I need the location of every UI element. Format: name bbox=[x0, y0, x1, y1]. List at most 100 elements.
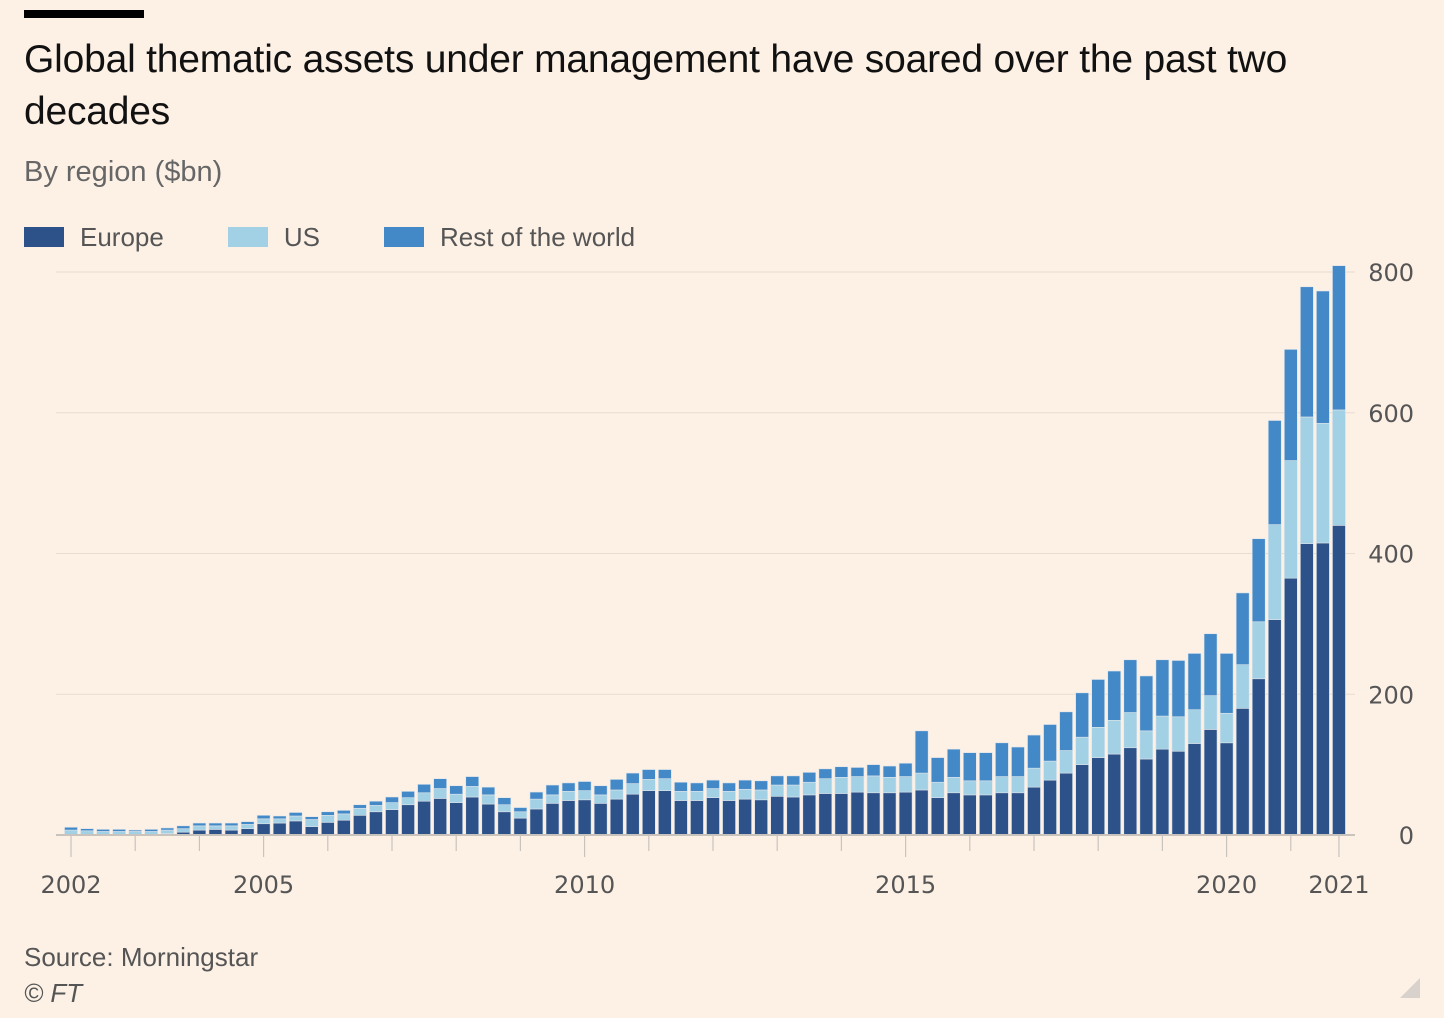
bar-segment-us bbox=[898, 776, 913, 793]
bar-segment-rest-of-the-world bbox=[1011, 746, 1025, 777]
bar-segment-europe bbox=[417, 800, 431, 836]
bar-segment-rest-of-the-world bbox=[979, 752, 993, 782]
bar-segment-rest-of-the-world bbox=[561, 782, 576, 792]
bar-segment-europe bbox=[641, 790, 656, 836]
bar-segment-rest-of-the-world bbox=[658, 769, 672, 779]
bar-segment-rest-of-the-world bbox=[754, 780, 768, 791]
bar-segment-us bbox=[674, 791, 688, 801]
bar-segment-rest-of-the-world bbox=[930, 757, 945, 783]
y-axis: 0 200 400 600 800 bbox=[1368, 259, 1414, 850]
bar-segment-rest-of-the-world bbox=[449, 785, 464, 795]
bar-segment-rest-of-the-world bbox=[160, 827, 175, 831]
bar-segment-rest-of-the-world bbox=[1171, 660, 1186, 718]
bar-segment-rest-of-the-world bbox=[1107, 670, 1122, 721]
bar-segment-rest-of-the-world bbox=[192, 822, 207, 827]
bar-segment-us bbox=[353, 807, 367, 816]
bar-segment-europe bbox=[786, 796, 801, 836]
bar-segment-us bbox=[144, 831, 159, 835]
bar-segment-europe bbox=[1235, 708, 1250, 836]
bar-segment-rest-of-the-world bbox=[288, 812, 303, 817]
bar-segment-us bbox=[208, 825, 223, 830]
bar-segment-europe bbox=[385, 809, 399, 836]
bar-segment-rest-of-the-world bbox=[1027, 734, 1041, 769]
bar-segment-europe bbox=[754, 799, 768, 836]
bar-segment-us bbox=[401, 797, 415, 806]
bar-segment-rest-of-the-world bbox=[433, 778, 447, 789]
bar-segment-rest-of-the-world bbox=[946, 748, 961, 778]
bar-segment-rest-of-the-world bbox=[1267, 420, 1282, 525]
bar-segment-us bbox=[609, 789, 624, 800]
x-axis: 2002 2005 2010 2015 2020 2021 bbox=[40, 834, 1369, 899]
bar-segment-us bbox=[625, 783, 640, 795]
bar-segment-us bbox=[128, 831, 142, 835]
bar-segment-rest-of-the-world bbox=[770, 775, 785, 786]
legend-swatch-europe bbox=[24, 227, 64, 247]
bar-segment-europe bbox=[1123, 747, 1138, 836]
bar-segment-rest-of-the-world bbox=[256, 814, 271, 820]
bar-segment-europe bbox=[979, 794, 993, 836]
bar-segment-europe bbox=[1171, 750, 1186, 836]
bar-segment-rest-of-the-world bbox=[1332, 265, 1346, 411]
bar-segment-europe bbox=[658, 790, 672, 836]
bar-segment-europe bbox=[866, 792, 881, 836]
bar-segment-europe bbox=[962, 794, 977, 836]
bar-segment-rest-of-the-world bbox=[1155, 659, 1170, 717]
bar-segment-europe bbox=[369, 811, 383, 836]
bar-segment-us bbox=[561, 791, 576, 801]
bar-segment-rest-of-the-world bbox=[208, 822, 223, 827]
bar-segment-rest-of-the-world bbox=[1316, 290, 1330, 424]
bar-segment-us bbox=[1123, 712, 1138, 749]
bar-segment-us bbox=[481, 794, 496, 805]
bar-segment-us bbox=[946, 776, 961, 794]
bar-segment-rest-of-the-world bbox=[625, 772, 640, 784]
gridlines bbox=[56, 271, 1355, 695]
bar-segment-rest-of-the-world bbox=[80, 828, 94, 832]
bar-segment-us bbox=[545, 794, 560, 804]
bar-segment-rest-of-the-world bbox=[1139, 675, 1154, 732]
bar-segment-rest-of-the-world bbox=[417, 784, 431, 794]
legend-label-europe: Europe bbox=[80, 221, 164, 252]
bar-segment-rest-of-the-world bbox=[882, 765, 897, 778]
bar-segment-europe bbox=[1043, 779, 1057, 836]
bar-segment-europe bbox=[1251, 678, 1266, 836]
bar-segment-europe bbox=[1027, 786, 1041, 836]
bar-segment-rest-of-the-world bbox=[690, 782, 704, 792]
bar-segment-rest-of-the-world bbox=[64, 826, 78, 831]
bar-segment-us bbox=[1235, 664, 1250, 709]
bar-segment-us bbox=[914, 772, 929, 791]
bar-segment-us bbox=[818, 778, 833, 794]
bar-segment-us bbox=[834, 776, 849, 794]
bar-segment-rest-of-the-world bbox=[272, 815, 287, 820]
legend-swatch-us bbox=[227, 227, 268, 247]
bar-segment-us bbox=[690, 791, 704, 801]
bar-segment-europe bbox=[272, 822, 287, 836]
bar-segment-us bbox=[1043, 760, 1057, 781]
bar-segment-us bbox=[176, 828, 191, 833]
bar-segment-us bbox=[1267, 524, 1282, 620]
bar-segment-rest-of-the-world bbox=[738, 779, 752, 790]
bar-segment-europe bbox=[481, 803, 496, 836]
bar-segment-us bbox=[979, 780, 993, 796]
bar-segment-rest-of-the-world bbox=[481, 786, 496, 796]
bar-segment-europe bbox=[288, 820, 303, 836]
bar-segment-us bbox=[722, 791, 736, 801]
bar-segment-europe bbox=[802, 794, 817, 836]
bar-segment-rest-of-the-world bbox=[545, 784, 560, 796]
bar-segment-europe bbox=[995, 792, 1009, 836]
bar-segment-europe bbox=[449, 802, 464, 836]
bar-segment-us bbox=[1075, 736, 1089, 765]
chart-title: Global thematic assets under management … bbox=[24, 38, 1288, 133]
bar-segment-rest-of-the-world bbox=[224, 822, 239, 827]
bar-segment-rest-of-the-world bbox=[176, 825, 191, 829]
bar-segment-us bbox=[1332, 409, 1346, 526]
bar-segment-rest-of-the-world bbox=[1059, 711, 1073, 751]
bar-segment-rest-of-the-world bbox=[369, 800, 383, 806]
bar-segment-us bbox=[802, 781, 817, 796]
bar-segment-rest-of-the-world bbox=[465, 776, 480, 787]
bar-segment-europe bbox=[1139, 758, 1154, 836]
bar-segment-us bbox=[1091, 727, 1105, 758]
bar-segment-rest-of-the-world bbox=[834, 766, 849, 778]
bar-segment-rest-of-the-world bbox=[1123, 659, 1138, 713]
legend-item-us: US bbox=[227, 222, 320, 253]
